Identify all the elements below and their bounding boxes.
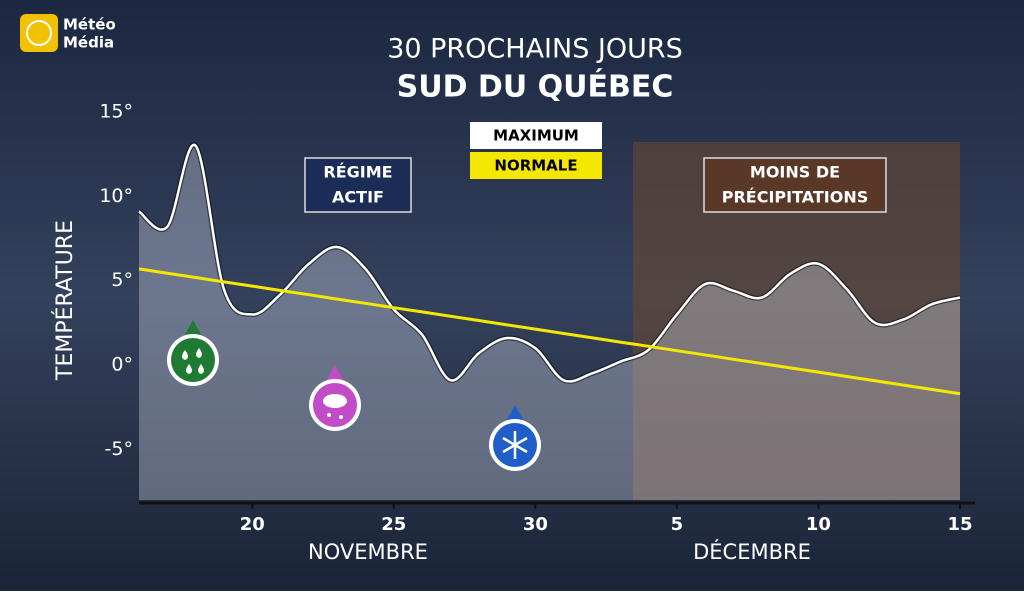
line	[138, 143, 961, 383]
month-label: NOVEMBRE	[308, 540, 428, 564]
legend-label: NORMALE	[494, 157, 577, 175]
chart-subtitle: SUD DU QUÉBEC	[397, 69, 674, 105]
annotation-text: RÉGIME	[323, 163, 392, 182]
chart-title: 30 PROCHAINS JOURS	[387, 34, 683, 65]
y-tick-label: 5°	[111, 269, 133, 291]
mix-icon	[309, 365, 361, 431]
logo: Météo Média	[20, 14, 116, 52]
logo-text: Météo	[63, 16, 116, 34]
annotation-box	[703, 157, 887, 213]
weather-icons	[167, 320, 541, 471]
x-tick-label: 30	[523, 514, 548, 535]
x-tick-label: 15	[947, 514, 972, 535]
legend-label: MAXIMUM	[493, 127, 579, 145]
annotation-text: ACTIF	[332, 188, 384, 207]
rain-icon	[167, 320, 219, 386]
logo-globe	[26, 20, 52, 46]
y-tick-label: -5°	[105, 438, 133, 460]
snow-icon	[489, 405, 541, 471]
y-tick-label: 15°	[99, 101, 133, 123]
logo-icon	[20, 14, 58, 52]
legend-box	[470, 122, 602, 149]
line	[138, 267, 961, 396]
annotation-text: MOINS DE	[750, 163, 840, 182]
annotation-text: PRÉCIPITATIONS	[722, 188, 869, 207]
x-tick-label: 25	[381, 514, 406, 535]
x-tick-label: 10	[806, 514, 831, 535]
y-axis-title: TEMPÉRATURE	[52, 220, 78, 381]
y-tick-label: 10°	[99, 185, 133, 207]
month-label: DÉCEMBRE	[693, 539, 811, 564]
x-tick-label: 20	[240, 514, 265, 535]
x-tick-label: 5	[671, 514, 684, 535]
logo-text: Média	[63, 34, 114, 52]
legend-box	[470, 152, 602, 179]
annotation-box	[304, 157, 412, 213]
y-tick-label: 0°	[111, 354, 133, 376]
